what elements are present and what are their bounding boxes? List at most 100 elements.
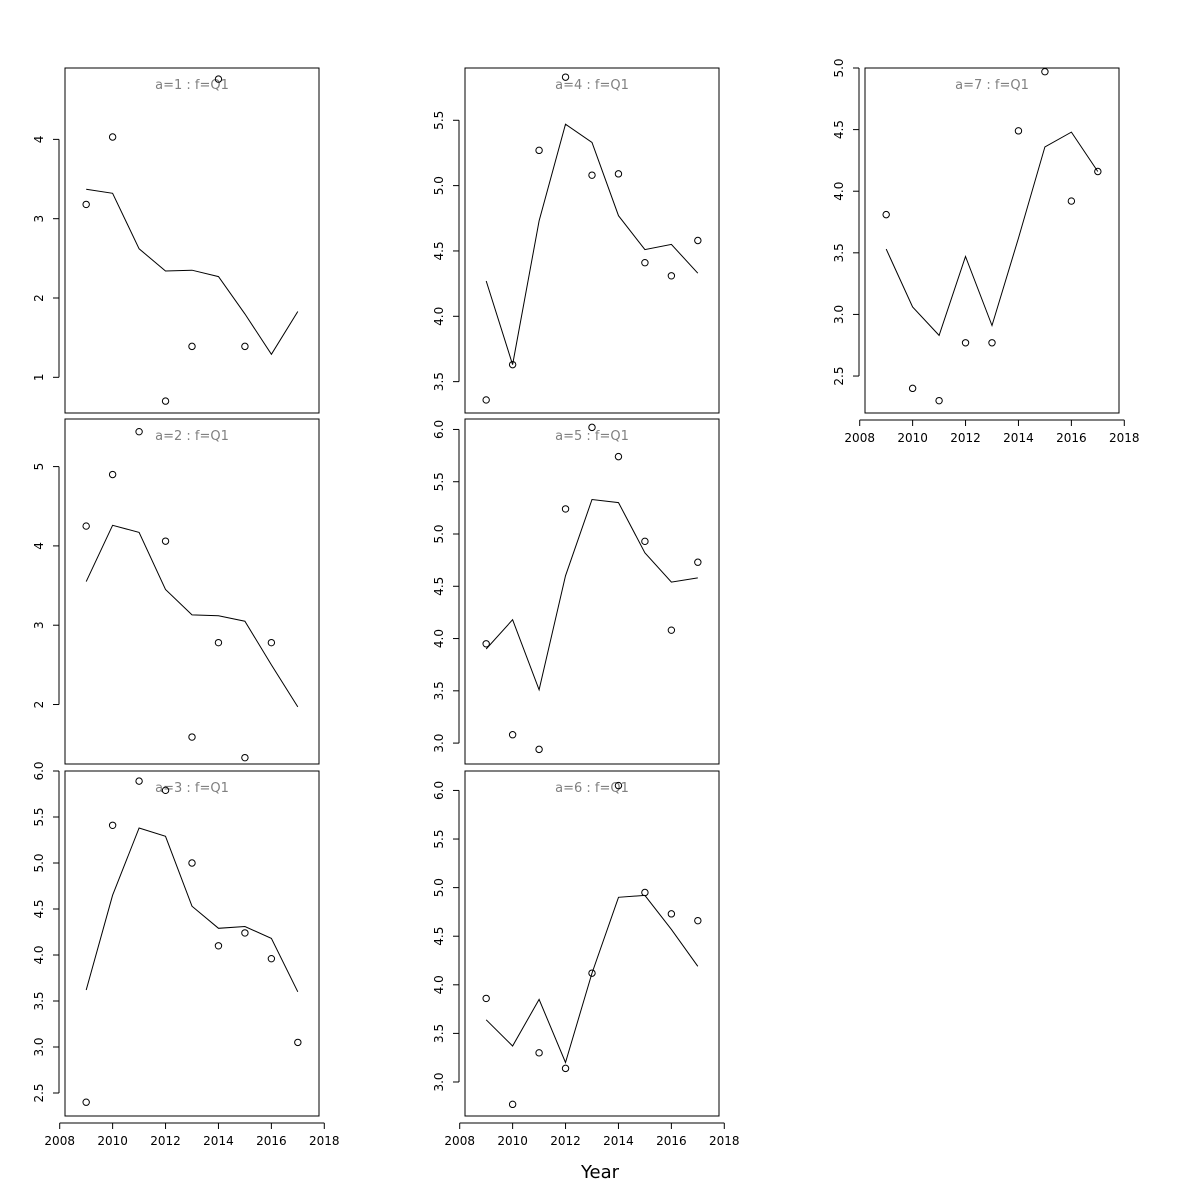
y-tick-label: 5.5: [432, 829, 446, 848]
panel-frame: [464, 770, 720, 1117]
y-tick-label: 6.0: [432, 781, 446, 800]
y-tick-label: 4.5: [432, 927, 446, 946]
y-tick-label: 1: [32, 373, 46, 381]
x-tick-label: 2016: [256, 1134, 287, 1148]
data-point: [588, 969, 596, 977]
panel-title: a=5 : f=Q1: [555, 429, 629, 444]
x-tick-label: 2014: [1003, 431, 1034, 445]
data-point: [135, 777, 143, 785]
x-tick-label: 2008: [844, 431, 875, 445]
data-point: [294, 1038, 302, 1047]
x-tick-label: 2010: [897, 431, 928, 445]
data-point: [214, 75, 223, 83]
panel-title: a=6 : f=Q1: [555, 781, 629, 796]
panel-title: a=7 : f=Q1: [955, 78, 1029, 93]
panel-3: a=3 : f=Q1 2.5 3.0 3.5 4.0 4.5 5.0 5.5 6.0 2008 20…: [32, 761, 340, 1148]
y-tick-label: 5.5: [432, 472, 446, 491]
data-point: [561, 505, 570, 513]
y-tick-label: 3.5: [432, 372, 446, 391]
data-point: [508, 360, 517, 369]
y-tick-label: 4.5: [432, 577, 446, 596]
y-tick-label: 5.5: [32, 807, 46, 826]
panel-frame: [64, 67, 320, 414]
data-point: [614, 781, 623, 790]
x-axis-label: Year: [580, 1162, 620, 1183]
data-point: [641, 888, 649, 897]
data-point: [161, 537, 170, 545]
y-tick-label: 3.5: [432, 681, 446, 700]
y-tick-label: 5.0: [432, 176, 446, 195]
data-point: [694, 558, 702, 566]
panel-title: a=4 : f=Q1: [555, 78, 629, 93]
y-tick-label: 3.0: [432, 734, 446, 753]
data-point: [214, 942, 223, 950]
x-tick-label: 2018: [709, 1134, 740, 1148]
data-point: [108, 133, 117, 141]
panel-2: a=2 : f=Q1 2 3 4 5: [32, 418, 320, 765]
data-point: [188, 342, 196, 351]
y-tick-label: 4: [32, 542, 46, 550]
y-tick-label: 4.0: [832, 182, 846, 201]
fit-line: [485, 498, 698, 692]
y-tick-label: 3.5: [832, 243, 846, 262]
data-point: [961, 339, 970, 347]
data-point: [108, 470, 117, 479]
y-tick-label: 3.0: [832, 305, 846, 324]
data-point: [508, 1100, 517, 1109]
data-point: [267, 638, 276, 647]
data-point: [108, 821, 117, 829]
data-point: [82, 522, 90, 530]
data-point: [508, 731, 517, 739]
x-tick-label: 2018: [309, 1134, 340, 1148]
data-point: [482, 396, 490, 404]
y-tick-label: 2.5: [832, 366, 846, 385]
fit-line: [86, 188, 299, 356]
y-tick-label: 3.5: [432, 1024, 446, 1043]
y-tick-label: 3: [32, 215, 46, 223]
y-tick-label: 2.5: [32, 1083, 46, 1102]
panel-frame: [64, 770, 320, 1117]
fit-line: [85, 524, 299, 708]
data-point: [694, 236, 702, 245]
panel-frame: [64, 418, 320, 765]
data-point: [82, 200, 90, 209]
data-point: [1041, 67, 1049, 76]
panel-4: a=4 : f=Q1 3.5 4.0 4.5 5.0 5.5: [432, 67, 720, 414]
data-point: [535, 146, 543, 155]
data-point: [482, 640, 490, 648]
panel-title: a=2 : f=Q1: [155, 429, 229, 444]
panel-frame: [464, 67, 720, 414]
data-point: [588, 171, 596, 179]
y-tick-label: 5.0: [32, 853, 46, 872]
data-point: [1067, 197, 1076, 205]
data-point: [908, 384, 917, 393]
y-tick-label: 4: [32, 136, 46, 144]
data-point: [82, 1098, 90, 1106]
y-tick-label: 2: [32, 701, 46, 709]
data-point: [667, 272, 676, 280]
panel-6: a=6 : f=Q1 3.0 3.5 4.0 4.5 5.0 5.5 6.0 2008 2010 2…: [432, 770, 740, 1148]
panel-7: a=7 : f=Q1 2.5 3.0 3.5 4.0 4.5 5.0 2008 2010 2012…: [832, 58, 1140, 445]
panel-title: a=1 : f=Q1: [155, 78, 229, 93]
data-point: [161, 786, 170, 795]
data-point: [667, 626, 676, 634]
data-point: [482, 994, 490, 1003]
y-tick-label: 3: [32, 621, 46, 629]
data-point: [135, 427, 143, 436]
x-tick-label: 2016: [656, 1134, 687, 1148]
panel-title: a=3 : f=Q1: [155, 781, 229, 796]
x-tick-label: 2008: [44, 1134, 75, 1148]
x-tick-label: 2012: [550, 1134, 581, 1148]
data-point: [561, 1064, 570, 1073]
y-tick-label: 2: [32, 294, 46, 302]
data-point: [267, 954, 276, 963]
data-point: [614, 452, 623, 461]
y-tick-label: 4.5: [432, 241, 446, 260]
x-tick-label: 2016: [1056, 431, 1087, 445]
x-tick-label: 2010: [497, 1134, 528, 1148]
panel-1: a=1 : f=Q1 1 2 3 4: [32, 67, 320, 414]
data-point: [988, 339, 996, 347]
y-tick-label: 5.0: [432, 878, 446, 897]
y-tick-label: 4.5: [32, 899, 46, 918]
data-point: [1094, 167, 1102, 176]
